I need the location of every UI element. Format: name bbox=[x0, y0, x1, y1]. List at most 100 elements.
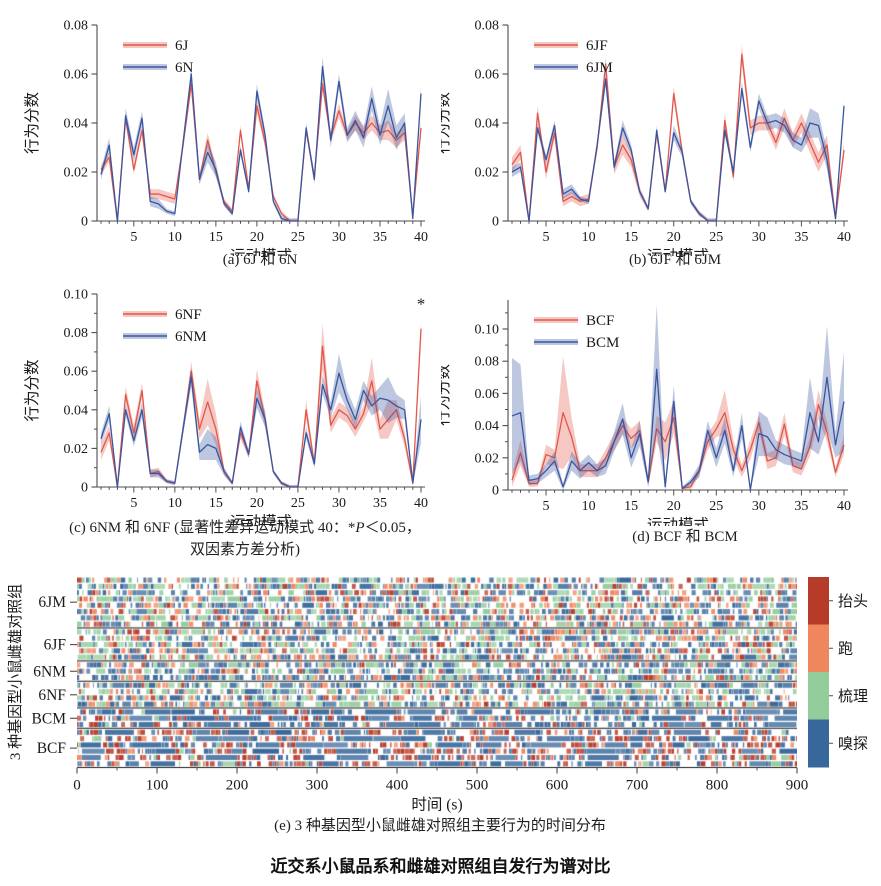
svg-text:35: 35 bbox=[794, 499, 808, 514]
legend-label-6N: 6N bbox=[175, 60, 194, 76]
panel-e-caption: (e) 3 种基因型小鼠雌雄对照组主要行为的时间分布 bbox=[274, 818, 606, 834]
svg-text:15: 15 bbox=[209, 230, 223, 245]
behavior-label-梳理: 梳理 bbox=[838, 688, 868, 705]
svg-text:5: 5 bbox=[543, 230, 550, 245]
svg-text:10: 10 bbox=[168, 496, 182, 511]
figure-title: 近交系小鼠品系和雌雄对照组自发行为谱对比 bbox=[270, 857, 611, 876]
chart-b-svg: 0 0.02 0.04 0.06 0.08 5 10 15 20 25 30 35 40 运动模式 行为分数… bbox=[441, 19, 851, 257]
svg-text:20: 20 bbox=[250, 496, 264, 511]
colorbar-segment-抬头 bbox=[808, 577, 829, 625]
svg-text:5: 5 bbox=[130, 230, 137, 245]
colorbar-segment-嗅探 bbox=[808, 719, 829, 768]
y-axis-label: 行为分数 bbox=[441, 92, 452, 155]
svg-text:0.02: 0.02 bbox=[475, 451, 500, 466]
svg-text:0.02: 0.02 bbox=[475, 166, 500, 181]
panel-a-chart: 0 0.02 0.04 0.06 0.08 5 10 15 20 25 30 35 40 运动模式 行为分数… bbox=[0, 8, 441, 257]
svg-text:20: 20 bbox=[667, 499, 681, 514]
svg-text:40: 40 bbox=[837, 230, 851, 245]
group-label-BCF: BCF bbox=[37, 740, 67, 757]
raster-axes: 0 100 200 300 400 500 600 700 800 900 时间 (s) 6JM 6JF… bbox=[7, 577, 868, 814]
svg-text:40: 40 bbox=[837, 499, 851, 514]
y-axis-label: 行为分数 bbox=[441, 364, 452, 427]
svg-text:0.06: 0.06 bbox=[475, 387, 500, 402]
panel-a-caption: (a) 6J 和 6N bbox=[222, 252, 298, 268]
svg-text:0: 0 bbox=[73, 778, 81, 794]
colorbar-segment-梳理 bbox=[808, 672, 829, 720]
series-6J-line bbox=[100, 83, 422, 222]
panel-c-caption-line1: (c) 6NM 和 6NF (显著性差异运动模式 40：*P＜0.05， bbox=[69, 520, 421, 536]
svg-text:35: 35 bbox=[373, 230, 387, 245]
svg-text:0.06: 0.06 bbox=[475, 68, 500, 83]
chart-a-svg: 0 0.02 0.04 0.06 0.08 5 10 15 20 25 30 35 40 运动模式 行为分数… bbox=[23, 19, 428, 257]
panel-b-caption: (b) 6JF 和 6JM bbox=[628, 252, 722, 268]
legend-label-6NF: 6NF bbox=[175, 307, 202, 323]
group-label-6NM: 6NM bbox=[33, 663, 66, 680]
svg-text:0.10: 0.10 bbox=[64, 288, 89, 303]
legend-label-BCF: BCF bbox=[586, 313, 614, 329]
svg-text:25: 25 bbox=[709, 499, 723, 514]
svg-text:0.06: 0.06 bbox=[64, 68, 89, 83]
svg-text:800: 800 bbox=[706, 778, 729, 794]
svg-text:20: 20 bbox=[667, 230, 681, 245]
x-axis-label: 运动模式 bbox=[647, 247, 709, 256]
legend-label-BCM: BCM bbox=[586, 335, 619, 351]
series-6N-line bbox=[100, 66, 422, 222]
group-label-6JF: 6JF bbox=[44, 637, 67, 654]
chart-c-svg: 0 0.02 0.04 0.06 0.08 0.10 5 10 15 20 25 30 35 40 运动模式… bbox=[23, 288, 428, 527]
behavior-label-跑: 跑 bbox=[838, 640, 853, 657]
svg-text:0.06: 0.06 bbox=[64, 365, 89, 380]
svg-text:300: 300 bbox=[306, 778, 329, 794]
svg-text:0.04: 0.04 bbox=[475, 419, 500, 434]
legend-label-6J: 6J bbox=[175, 38, 189, 54]
panel-d-caption: (d) BCF 和 BCM bbox=[632, 529, 738, 545]
svg-text:0.08: 0.08 bbox=[475, 355, 500, 370]
chart-d-svg: 0 0.02 0.04 0.06 0.08 0.10 5 10 15 20 25 30 35 40 运动模式… bbox=[441, 300, 851, 526]
svg-text:30: 30 bbox=[752, 230, 766, 245]
series-6NM-line bbox=[100, 372, 422, 488]
y-axis-label: 行为分数 bbox=[23, 359, 41, 422]
raster-x-label: 时间 (s) bbox=[411, 796, 462, 814]
svg-text:5: 5 bbox=[543, 499, 550, 514]
svg-text:25: 25 bbox=[709, 230, 723, 245]
svg-text:10: 10 bbox=[168, 230, 182, 245]
x-axis-label: 运动模式 bbox=[647, 516, 709, 526]
svg-text:600: 600 bbox=[546, 778, 569, 794]
svg-text:15: 15 bbox=[209, 496, 223, 511]
svg-text:0.02: 0.02 bbox=[64, 442, 89, 457]
colorbar-segment-跑 bbox=[808, 624, 829, 673]
series-6JF-band bbox=[512, 44, 844, 221]
series-BCF-line bbox=[511, 404, 845, 490]
svg-text:35: 35 bbox=[373, 496, 387, 511]
series-BCM-band bbox=[512, 304, 844, 490]
behavior-label-嗅探: 嗅探 bbox=[838, 735, 868, 752]
panel-c-chart: 0 0.02 0.04 0.06 0.08 0.10 5 10 15 20 25 30 35 40 运动模式… bbox=[0, 278, 441, 527]
series-6N-band bbox=[101, 56, 421, 221]
svg-text:0: 0 bbox=[81, 481, 88, 496]
svg-text:30: 30 bbox=[332, 230, 346, 245]
svg-text:0.10: 0.10 bbox=[475, 322, 500, 337]
svg-text:400: 400 bbox=[386, 778, 409, 794]
svg-text:0.04: 0.04 bbox=[475, 117, 500, 132]
svg-text:0.04: 0.04 bbox=[64, 117, 89, 132]
svg-text:0.08: 0.08 bbox=[64, 19, 89, 34]
legend-label-6JF: 6JF bbox=[586, 38, 608, 54]
x-axis-label: 运动模式 bbox=[230, 247, 292, 256]
svg-text:200: 200 bbox=[226, 778, 249, 794]
group-label-BCM: BCM bbox=[32, 710, 67, 727]
svg-text:0: 0 bbox=[81, 215, 88, 230]
series-6JF-line bbox=[511, 53, 845, 222]
panel-c-caption-line2: 双因素方差分析) bbox=[190, 541, 300, 558]
behavior-label-抬头: 抬头 bbox=[838, 593, 868, 610]
ethogram-raster-canvas bbox=[77, 577, 797, 767]
series-6JM-line bbox=[511, 78, 845, 222]
series-BCF-band bbox=[512, 356, 844, 490]
x-axis-label: 运动模式 bbox=[230, 513, 292, 526]
group-label-6JM: 6JM bbox=[38, 594, 66, 611]
svg-text:0: 0 bbox=[492, 484, 499, 499]
svg-text:5: 5 bbox=[130, 496, 137, 511]
svg-text:500: 500 bbox=[466, 778, 489, 794]
svg-text:30: 30 bbox=[332, 496, 346, 511]
series-6JM-band bbox=[512, 71, 844, 221]
panel-b-chart: 0 0.02 0.04 0.06 0.08 5 10 15 20 25 30 35 40 运动模式 行为分数… bbox=[441, 8, 881, 257]
